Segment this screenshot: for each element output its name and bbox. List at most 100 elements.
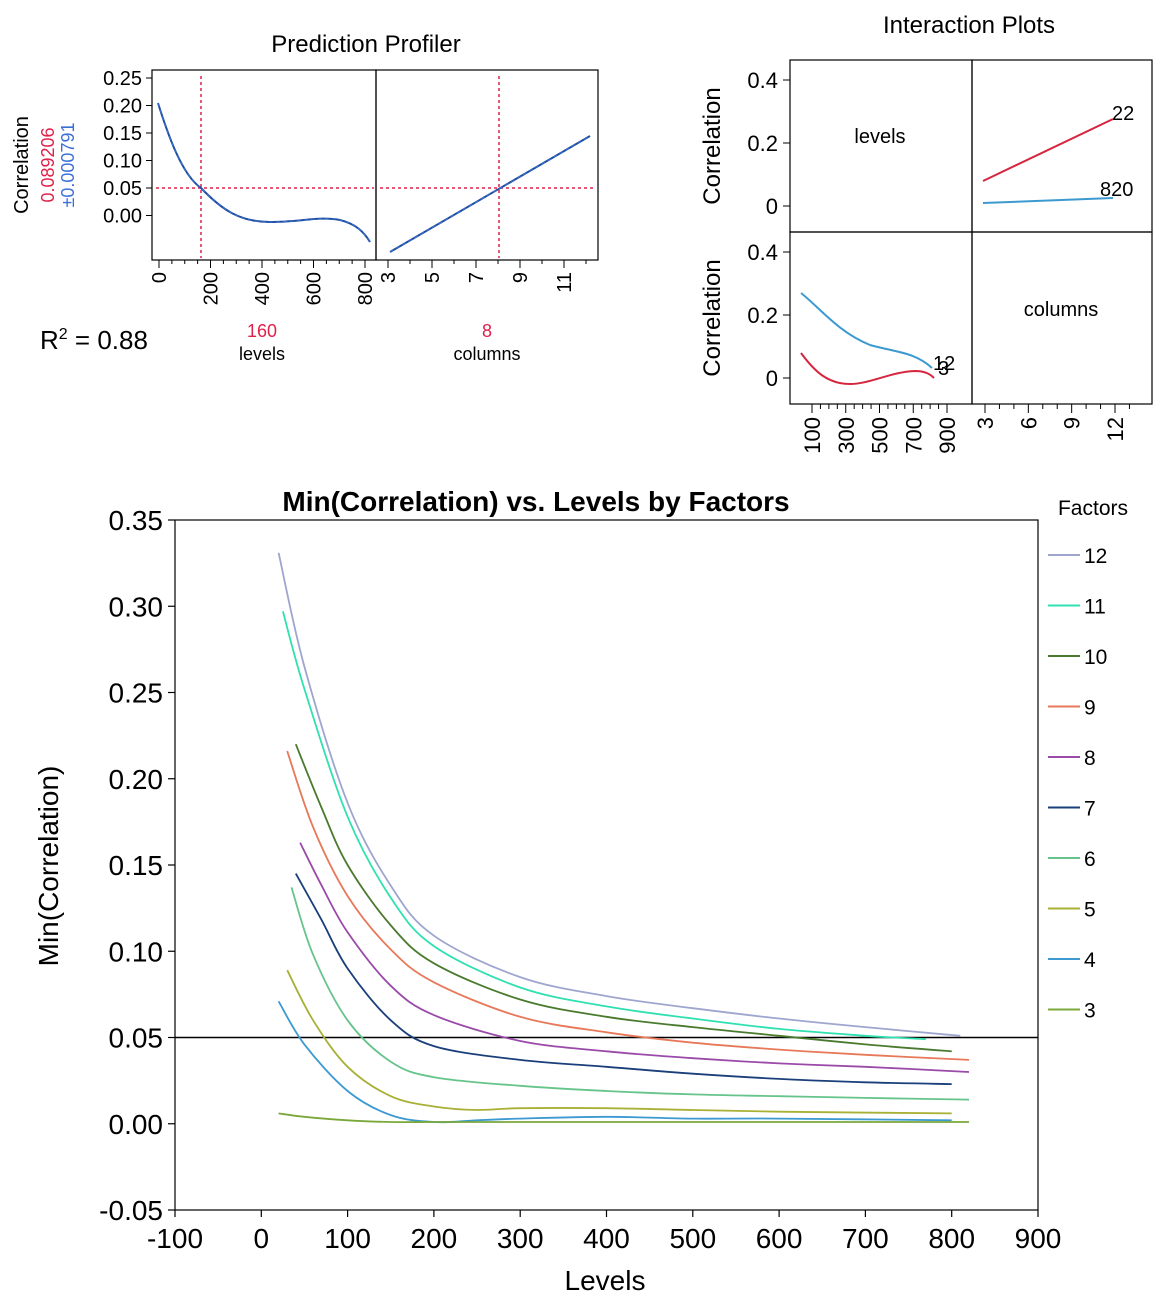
profiler-columns-current: 8 [482,321,492,341]
main-ytick-label: 0.15 [109,850,164,881]
series-line-7 [295,873,952,1085]
interaction-columns-tick-label: 3 [973,417,998,429]
interaction-label-12: 12 [933,353,955,375]
r-squared: R2 = 0.88 [40,325,148,355]
legend-label-9: 9 [1084,697,1096,720]
interaction-ytick-label: 0 [766,194,778,219]
main-xtick-label: 400 [583,1223,630,1254]
series-line-9 [286,750,970,1061]
interaction-columns-tick-label: 9 [1060,417,1085,429]
interaction-yaxis: 0.4 0.2 0 0.4 0.2 0 [747,68,790,391]
legend-label-3: 3 [1084,1000,1096,1023]
series-line-5 [286,969,952,1115]
profiler-levels-current: 160 [247,321,277,341]
series-line-10 [294,743,952,1053]
main-yaxis: 0.35 0.30 0.25 0.20 0.15 0.10 0.05 0.00 -0.05 [99,505,175,1226]
r-squared-value: = 0.88 [68,325,148,355]
interaction-title: Interaction Plots [883,12,1055,39]
main-xtick-label: 700 [842,1223,889,1254]
profiler-columns-axis: 3 5 7 9 11 [378,260,587,293]
profiler-ylabel: Correlation [11,116,33,214]
main-xtick-label: 0 [254,1223,270,1254]
series-line-6 [290,887,970,1101]
main-ytick-label: 0.10 [109,936,164,967]
legend-label-7: 7 [1084,798,1096,821]
profiler-levels-axis: 0 200 400 600 800 [149,260,377,305]
series-line-3 [278,1112,969,1124]
profiler-levels-tick-label: 600 [304,272,326,305]
series-line-8 [299,842,970,1073]
main-xaxis: -100 0 100 200 300 400 500 600 700 800 900 [147,1210,1061,1254]
main-xtick-label: -100 [147,1223,203,1254]
interaction-levels-tick-label: 100 [800,417,825,454]
interaction-levels-tick-label: 900 [935,417,960,454]
r-squared-sup: 2 [59,326,68,343]
main-ytick-label: 0.35 [109,505,164,536]
interaction-levels-tick-label: 300 [834,417,859,454]
profiler-yaxis: 0.25 0.20 0.15 0.10 0.05 0.00 [103,68,152,228]
interaction-line-high [982,118,1114,182]
interaction-levels-tick-label: 500 [868,417,893,454]
profiler-pred-ci: ±0.000791 [58,123,78,208]
main-xtick-label: 200 [411,1223,458,1254]
legend-label-6: 6 [1084,848,1096,871]
main-ytick-label: 0.30 [109,591,164,622]
profiler-pred-value: 0.089206 [38,127,58,202]
profiler-levels-tick-label: 400 [252,272,274,305]
interaction-cell-top-right [971,59,1153,233]
main-chart: Min(Correlation) vs. Levels by Factors 0… [33,486,1128,1296]
profiler-columns-tick-label: 9 [510,272,532,283]
profiler-levels-curve [157,102,371,243]
profiler-levels-label: levels [239,344,285,364]
legend-label-11: 11 [1084,596,1106,619]
interaction-label-3: 3 [938,358,949,380]
interaction-plots: Interaction Plots Correlation Correlatio… [699,12,1153,454]
main-xtick-label: 300 [497,1223,544,1254]
profiler-levels-tick-label: 0 [149,272,171,283]
interaction-ytick-label: 0.2 [747,303,778,328]
legend-label-5: 5 [1084,899,1096,922]
interaction-label-high: 22 [1112,103,1134,125]
legend-label-10: 10 [1084,646,1107,669]
main-xtick-label: 900 [1015,1223,1062,1254]
main-xtick-label: 800 [928,1223,975,1254]
legend-label-8: 8 [1084,747,1096,770]
profiler-columns-tick-label: 11 [554,272,576,293]
interaction-levels-tick-label: 700 [901,417,926,454]
interaction-line-low [982,197,1114,204]
main-ylabel: Min(Correlation) [33,766,64,967]
interaction-ytick-label: 0.2 [747,131,778,156]
main-ytick-label: -0.05 [99,1195,163,1226]
profiler-levels-tick-label: 800 [355,272,377,305]
interaction-cell-columns-label: columns [1024,299,1098,321]
interaction-curve-12 [800,292,933,369]
legend-label-12: 12 [1084,545,1107,568]
profiler-ytick-label: 0.00 [103,206,142,228]
legend-title: Factors [1058,497,1128,520]
profiler-columns-tick-label: 7 [466,272,488,283]
main-xtick-label: 100 [324,1223,371,1254]
series-line-11 [282,611,926,1041]
interaction-ytick-label: 0.4 [747,68,778,93]
profiler-ytick-label: 0.25 [103,68,142,90]
interaction-levels-axis: 100 300 500 700 900 [800,404,960,454]
profiler-levels-ci [157,102,371,243]
interaction-ytick-label: 0 [766,366,778,391]
profiler-ytick-label: 0.20 [103,96,142,118]
interaction-curve-3 [800,352,935,386]
profiler-columns-tick-label: 3 [378,272,400,283]
legend: 12 11 10 9 8 7 6 5 4 3 [1048,545,1107,1023]
r-squared-prefix: R [40,325,59,355]
profiler-columns-panel [375,69,599,261]
interaction-ytick-label: 0.4 [747,240,778,265]
main-xtick-label: 500 [669,1223,716,1254]
main-chart-title: Min(Correlation) vs. Levels by Factors [282,486,789,517]
profiler-columns-tick-label: 5 [422,272,444,283]
series-lines [277,552,970,1124]
profiler-levels-tick-label: 200 [201,272,223,305]
main-xlabel: Levels [565,1265,646,1296]
main-ytick-label: 0.20 [109,764,164,795]
profiler-columns-label: columns [453,344,520,364]
interaction-ylabel-top: Correlation [699,87,726,204]
